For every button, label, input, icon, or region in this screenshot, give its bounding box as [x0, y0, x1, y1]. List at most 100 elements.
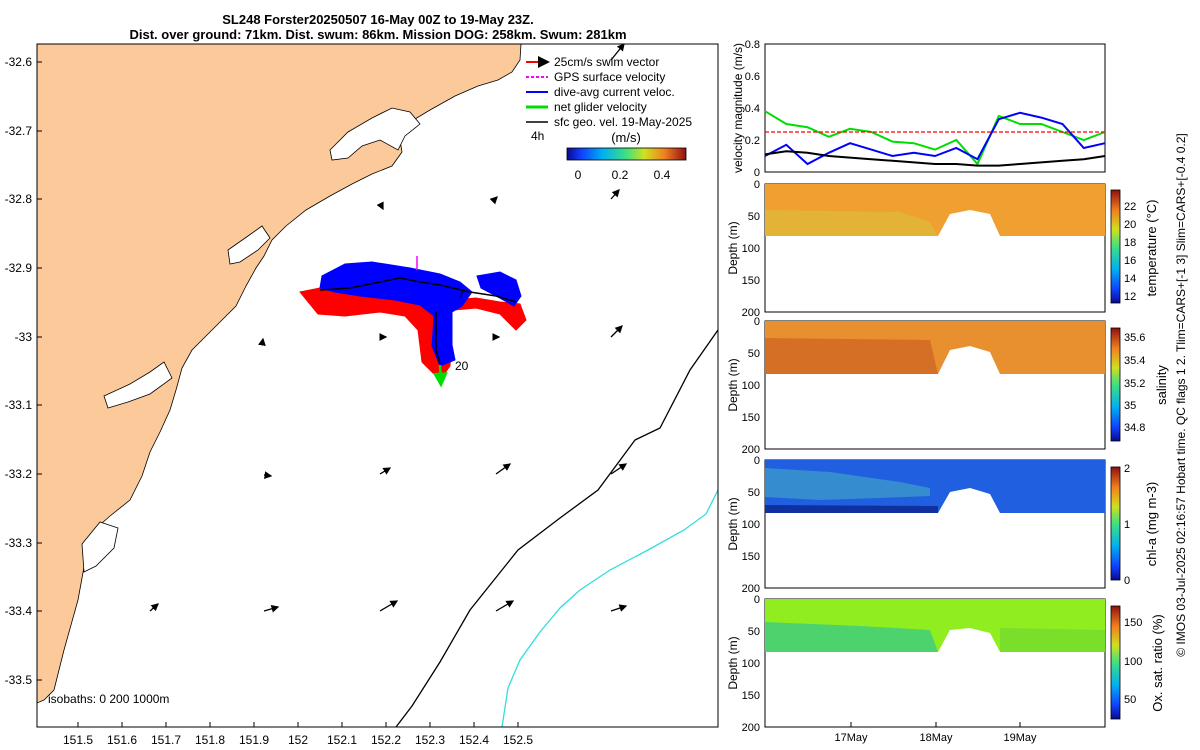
figure-title-line1: SL248 Forster20250507 16-May 00Z to 19-M…: [222, 12, 533, 27]
oxygen-y-tick: 0: [754, 594, 760, 606]
map-panel: 7 20 151.5 151.6 151.7 151.8 151.9 152 1…: [5, 43, 719, 747]
map-y-tick: -33.5: [5, 673, 33, 687]
oxygen-y-tick: 100: [742, 658, 760, 670]
velocity-series-dive-avg-current-veloc-: [764, 111, 1106, 166]
temperature-y-tick: 100: [742, 243, 760, 255]
time-tick: 17May: [834, 732, 868, 744]
map-x-tick: 151.7: [151, 733, 181, 747]
map-y-axis: [37, 61, 42, 681]
track-label: 20: [455, 359, 469, 373]
geo-arrow: [610, 463, 628, 475]
map-x-tick: 151.8: [195, 733, 225, 747]
net-glider-velocity-arrow: [432, 364, 448, 388]
legend-label: 25cm/s swim vector: [554, 55, 659, 69]
legend-extra: 4h: [531, 129, 544, 143]
temperature-y-tick: 0: [754, 179, 760, 191]
chlorophyll-section: [765, 460, 1105, 513]
velocity-y-label: velocity magnitude (m/s): [731, 43, 745, 173]
temperature-section-lower: [765, 210, 938, 236]
lake: [103, 361, 173, 409]
chlorophyll-cb-tick: 2: [1124, 463, 1130, 475]
velocity-chart: velocity magnitude (m/s) 0 0.2 0.4 0.6 0…: [731, 39, 1106, 179]
speed-colorbar: [566, 147, 687, 161]
geo-arrow: [495, 600, 515, 612]
temperature-colorbar: [1110, 189, 1121, 304]
salinity-colorbar: [1110, 327, 1121, 442]
map-frame: [36, 43, 719, 728]
oxygen-y-tick: 50: [748, 626, 760, 638]
map-x-tick: 152.5: [503, 733, 533, 747]
map-x-tick: 151.6: [107, 733, 137, 747]
chlorophyll-section-bottom: [765, 505, 938, 513]
salinity-section-lower: [765, 338, 938, 374]
track-label: 7: [458, 287, 465, 301]
current-vectors: [319, 261, 473, 367]
chlorophyll-colorbar-label: chl-a (mg m-3): [1144, 482, 1159, 567]
salinity-cb-tick: 35.6: [1124, 332, 1145, 344]
velocity-y-tick: 0: [754, 167, 760, 179]
map-y-tick: -32.6: [5, 55, 33, 69]
chlorophyll-y-tick: 100: [742, 519, 760, 531]
time-tick: 19May: [1003, 732, 1037, 744]
geo-velocity-arrows: [149, 44, 628, 613]
temperature-y-tick: 150: [742, 275, 760, 287]
chlorophyll-colorbar: [1110, 466, 1121, 581]
legend-label: GPS surface velocity: [554, 70, 665, 84]
temperature-y-tick: 200: [742, 307, 760, 319]
salinity-cb-tick: 35: [1124, 400, 1136, 412]
geo-arrow: [263, 605, 280, 613]
salinity-y-tick: 0: [754, 316, 760, 328]
velocity-series-sfc-geo-vel-: [764, 150, 1106, 167]
legend-label: sfc geo. vel. 19-May-2025: [554, 115, 692, 129]
temperature-panel: Depth (m) temperature (°C) 0 50 100 150 …: [726, 179, 1159, 319]
oxygen-y-tick: 200: [742, 722, 760, 734]
salinity-cb-tick: 35.4: [1124, 355, 1145, 367]
lake: [81, 521, 119, 573]
temperature-cb-tick: 18: [1124, 237, 1136, 249]
geo-arrow: [376, 201, 384, 211]
oxygen-section-lower: [765, 622, 938, 652]
legend-label: net glider velocity: [554, 100, 647, 114]
chlorophyll-cb-tick: 1: [1124, 519, 1130, 531]
oxygen-cb-tick: 50: [1124, 694, 1136, 706]
map-y-tick: -32.7: [5, 124, 33, 138]
temperature-y-tick: 50: [748, 211, 760, 223]
map-y-tick: -33: [15, 330, 33, 344]
colorbar-tick: 0.4: [654, 168, 671, 182]
geo-arrow: [263, 471, 273, 479]
temperature-cb-tick: 20: [1124, 219, 1136, 231]
oxygen-section-lower: [1000, 628, 1105, 652]
time-tick: 18May: [919, 732, 953, 744]
map-x-tick: 152.1: [327, 733, 357, 747]
geo-arrow: [379, 467, 392, 475]
geo-arrow: [379, 600, 399, 612]
colorbar-tick: 0: [575, 168, 582, 182]
geo-arrow: [610, 604, 628, 612]
colorbar-tick: 0.2: [612, 168, 629, 182]
time-axis: 17May 18May 19May: [834, 722, 1037, 744]
velocity-series-net-glider-velocity: [764, 110, 1106, 166]
geo-arrow: [489, 196, 498, 205]
velocity-y-tick: 0.6: [745, 71, 760, 83]
velocity-y-tick: 0.4: [745, 103, 760, 115]
chlorophyll-y-tick: 150: [742, 551, 760, 563]
chlorophyll-y-tick: 0: [754, 455, 760, 467]
geo-arrow: [149, 603, 159, 612]
salinity-panel: Depth (m) salinity 0 50 100 150 200 35.6…: [726, 316, 1169, 456]
map-x-tick: 152: [288, 733, 308, 747]
chlorophyll-y-label: Depth (m): [726, 497, 740, 550]
salinity-cb-tick: 34.8: [1124, 422, 1145, 434]
map-x-tick: 151.9: [239, 733, 269, 747]
oxygen-cb-tick: 100: [1124, 656, 1142, 668]
track-line: [319, 277, 517, 365]
oxygen-cb-tick: 150: [1124, 617, 1142, 629]
temperature-y-label: Depth (m): [726, 221, 740, 274]
salinity-cb-tick: 35.2: [1124, 378, 1145, 390]
oxygen-colorbar: [1110, 605, 1121, 720]
salinity-y-tick: 50: [748, 348, 760, 360]
salinity-y-tick: 150: [742, 412, 760, 424]
velocity-y-tick: 0.8: [745, 39, 760, 51]
map-y-tick: -32.9: [5, 261, 33, 275]
oxygen-panel: Depth (m) Ox. sat. ratio (%) 0 50 100 15…: [726, 594, 1165, 734]
